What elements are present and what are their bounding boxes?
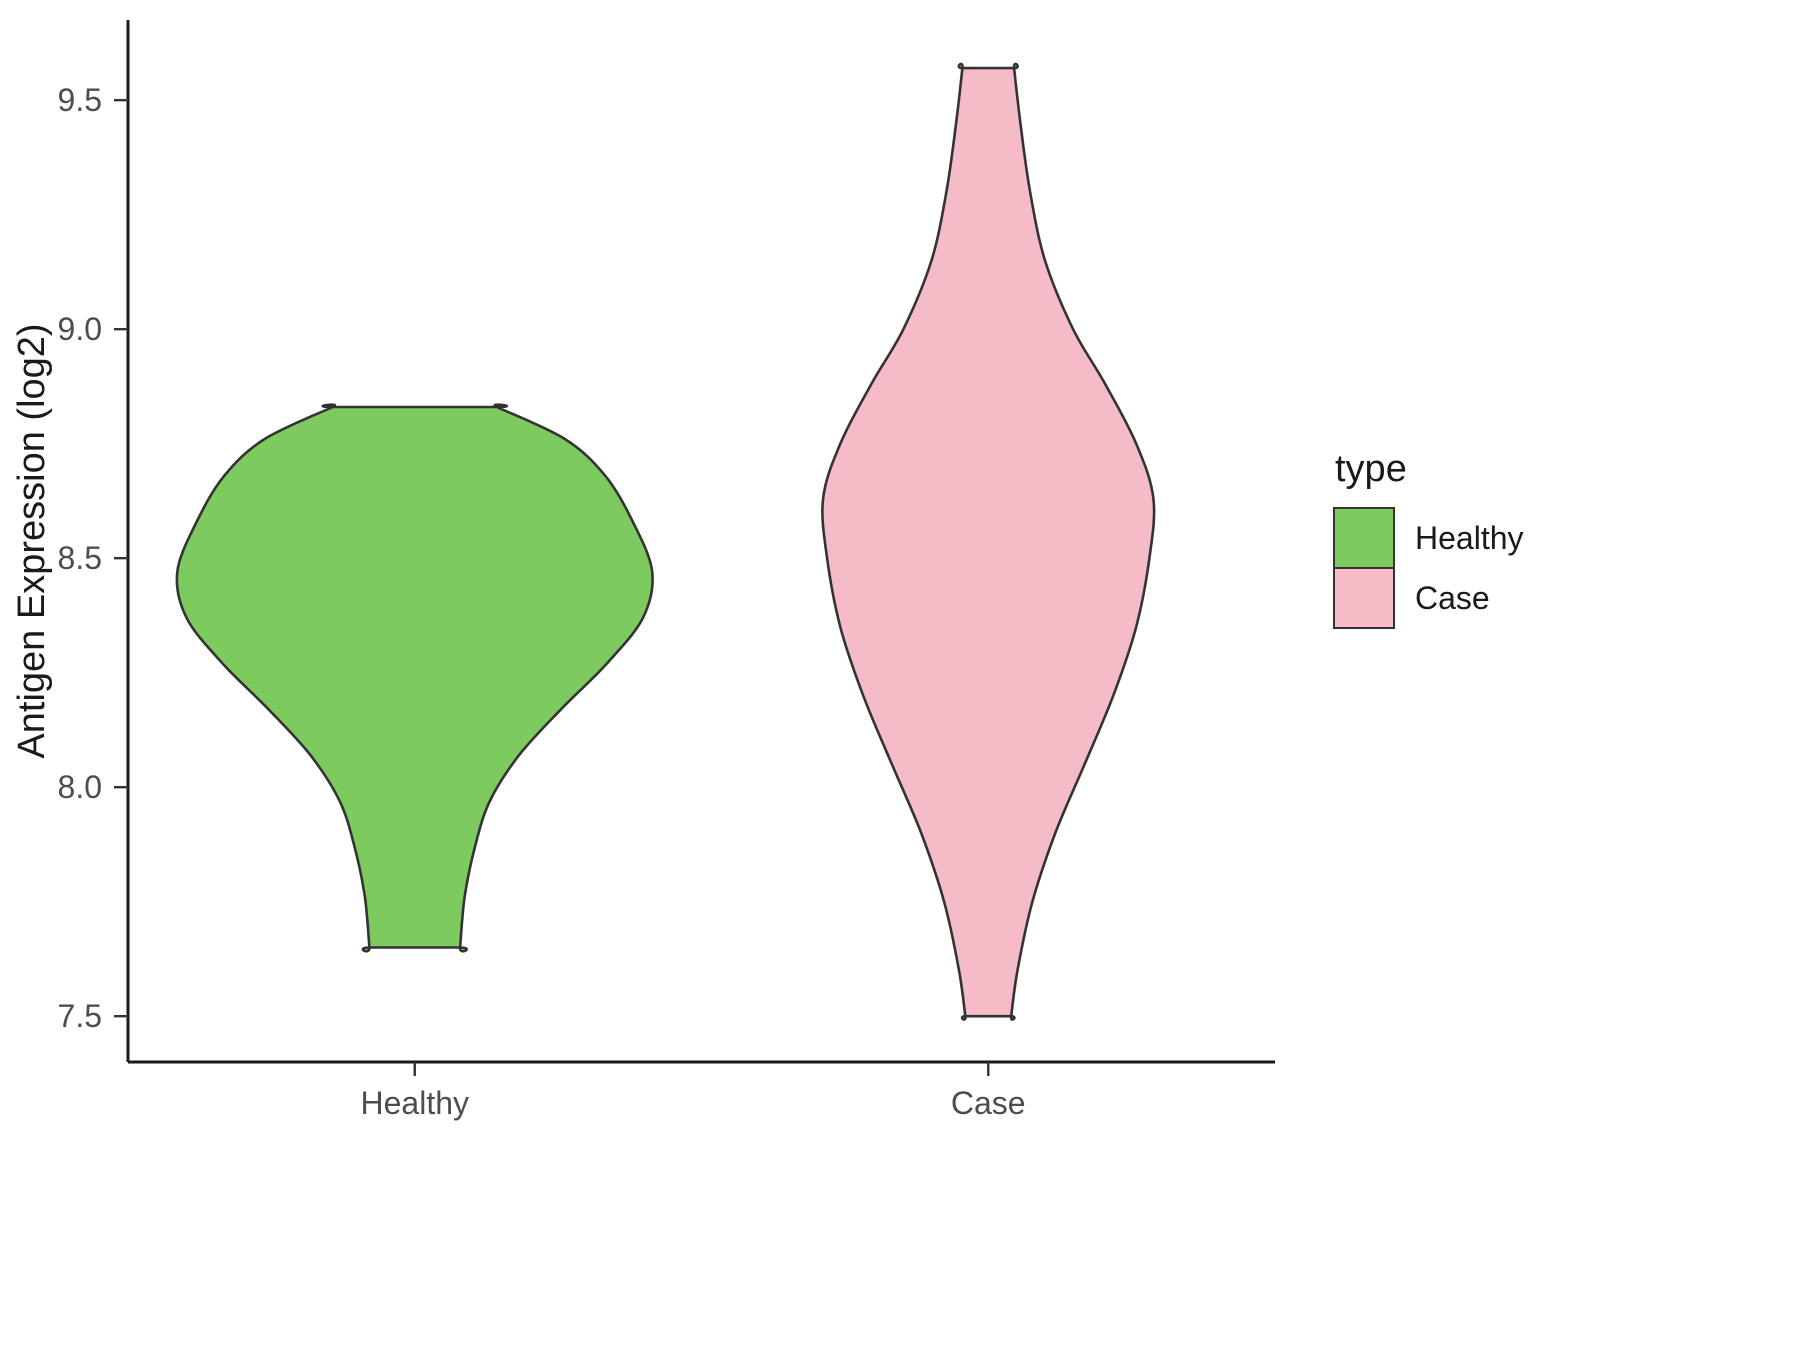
legend-title: type bbox=[1335, 448, 1407, 490]
y-axis-title: Antigen Expression (log2) bbox=[11, 323, 53, 758]
legend-entry-case: Case bbox=[1333, 567, 1524, 629]
y-tick-label: 7.5 bbox=[58, 998, 102, 1034]
legend-swatch-healthy bbox=[1333, 507, 1395, 569]
legend-entry-healthy: Healthy bbox=[1333, 507, 1524, 569]
y-tick-label: 8.0 bbox=[58, 769, 102, 805]
violin-case bbox=[821, 62, 1156, 1021]
legend-swatch-case bbox=[1333, 567, 1395, 629]
legend-label: Case bbox=[1415, 579, 1490, 616]
legend-entries: Healthy Case bbox=[1333, 507, 1524, 629]
legend: type Healthy Case bbox=[1333, 448, 1524, 629]
legend-label: Healthy bbox=[1415, 519, 1524, 556]
y-tick-label: 9.0 bbox=[58, 311, 102, 347]
x-tick-label-healthy: Healthy bbox=[361, 1085, 470, 1121]
y-tick-label: 9.5 bbox=[58, 82, 102, 118]
y-tick-label: 8.5 bbox=[58, 540, 102, 576]
x-tick-label-case: Case bbox=[951, 1085, 1026, 1121]
violin-healthy bbox=[175, 403, 654, 953]
